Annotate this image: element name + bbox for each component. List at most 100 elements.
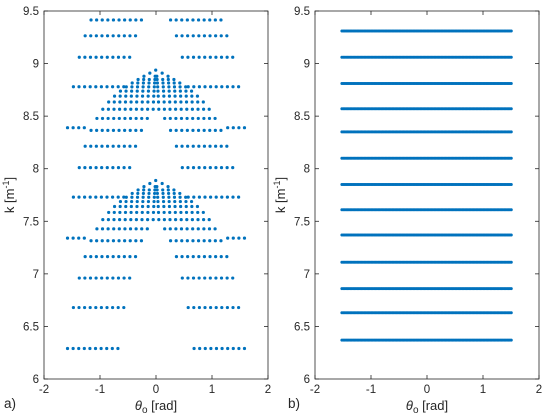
data-point [208, 128, 212, 132]
data-point [174, 34, 179, 38]
data-point [191, 34, 195, 38]
data-point [133, 255, 138, 259]
data-point [189, 199, 194, 204]
data-point [161, 195, 165, 199]
data-point [111, 18, 116, 22]
data-point [203, 305, 207, 310]
data-point [197, 55, 201, 59]
data-point [134, 227, 138, 231]
data-point [219, 166, 224, 170]
data-point [225, 305, 229, 310]
data-point [167, 199, 171, 204]
data-point [225, 255, 229, 259]
data-point [162, 204, 166, 209]
data-point [184, 85, 188, 89]
data-point [134, 18, 138, 22]
data-point [219, 239, 223, 243]
data-point [208, 255, 212, 259]
data-point [202, 227, 206, 231]
data-point [186, 34, 190, 38]
data-point [220, 85, 224, 89]
data-point [168, 18, 173, 22]
data-point [83, 195, 87, 199]
x-axis-subscript: o [142, 405, 148, 416]
data-point [94, 55, 98, 59]
data-point [111, 85, 115, 89]
data-point [213, 128, 217, 132]
data-point [147, 195, 151, 199]
data-point [231, 346, 235, 351]
data-point [509, 82, 513, 86]
data-point [124, 204, 128, 209]
y-axis-superscript: -1 [1, 181, 11, 189]
data-point [105, 346, 109, 351]
data-point [509, 55, 513, 59]
data-point [99, 305, 103, 310]
data-point [71, 346, 75, 351]
data-point [173, 100, 177, 104]
data-point [203, 276, 207, 280]
data-point [101, 107, 105, 111]
data-point [162, 94, 166, 98]
data-point [134, 239, 138, 243]
data-point [214, 144, 218, 148]
data-point [156, 195, 160, 199]
data-point [197, 305, 201, 310]
data-point [185, 128, 189, 132]
data-point [100, 128, 104, 132]
data-point [111, 166, 115, 170]
data-point [509, 107, 513, 111]
data-point [89, 239, 93, 243]
data-point [191, 166, 196, 170]
data-point [191, 18, 195, 22]
data-point [203, 346, 207, 351]
data-point [179, 210, 183, 215]
data-point [225, 276, 229, 280]
data-point [156, 204, 160, 209]
data-point [213, 18, 217, 22]
data-point [162, 210, 166, 215]
data-point [141, 191, 145, 196]
data-point [135, 204, 139, 209]
data-point [180, 55, 184, 59]
data-point [225, 166, 229, 170]
data-point [172, 81, 176, 85]
x-tick-label: 1 [209, 384, 215, 396]
data-point [112, 94, 117, 98]
data-point [151, 218, 155, 222]
data-point [220, 305, 224, 310]
data-point [145, 116, 149, 121]
data-point [136, 188, 140, 192]
data-point [207, 116, 212, 121]
data-point [94, 255, 98, 259]
data-point [155, 81, 159, 85]
data-point [225, 144, 229, 148]
data-point [118, 210, 122, 215]
data-point [203, 195, 207, 199]
data-point [220, 346, 224, 351]
data-point [112, 218, 116, 222]
data-point [147, 77, 151, 82]
data-point [128, 276, 132, 280]
data-point [136, 191, 140, 196]
data-point [152, 89, 156, 93]
data-point [185, 18, 189, 22]
data-point [106, 107, 110, 111]
data-point [112, 107, 116, 111]
data-point [208, 239, 212, 243]
data-point [160, 71, 164, 75]
data-point [198, 346, 202, 351]
x-tick-label: -1 [95, 384, 105, 396]
data-point [195, 204, 200, 209]
data-point [100, 227, 105, 231]
data-point [196, 18, 201, 22]
data-point [172, 77, 176, 82]
data-point [207, 227, 212, 231]
data-point [214, 195, 218, 199]
data-point [94, 276, 98, 280]
data-point [155, 188, 159, 192]
data-point [208, 144, 212, 148]
data-point [100, 18, 104, 22]
x-axis-symbol: θ [135, 398, 142, 413]
data-point [105, 85, 109, 89]
